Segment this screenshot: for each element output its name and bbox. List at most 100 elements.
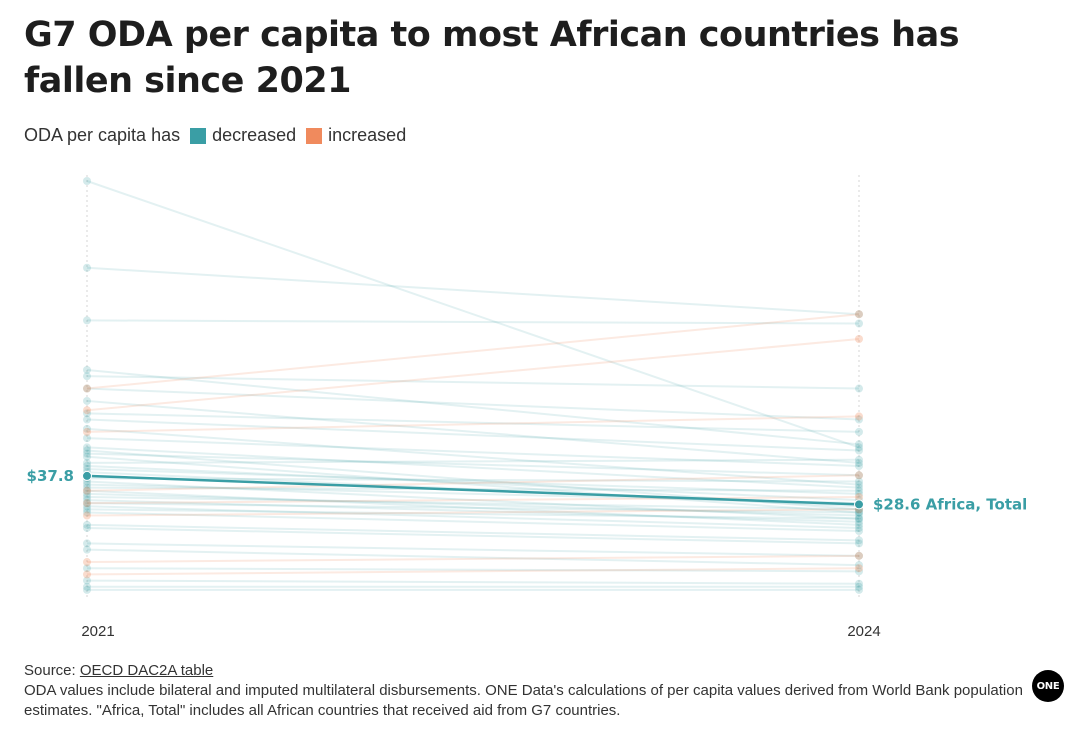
series-line <box>86 319 860 325</box>
series-point-2021 <box>83 483 91 492</box>
series-point-2024 <box>855 483 863 492</box>
series-35 <box>83 564 863 576</box>
series-line <box>86 511 860 533</box>
series-point-2024 <box>855 564 863 573</box>
series-point-2021 <box>83 263 91 272</box>
series-line <box>86 437 860 467</box>
series-28 <box>83 502 863 532</box>
highlight-point-2021 <box>82 470 92 481</box>
series-point-2021 <box>83 520 91 529</box>
series-point-2021 <box>83 486 91 495</box>
series-line <box>86 477 860 483</box>
series-point-2021 <box>83 502 91 511</box>
series-point-2024 <box>855 427 863 436</box>
series-23 <box>83 486 863 529</box>
series-point-2021 <box>83 499 91 508</box>
series-43 <box>83 492 863 508</box>
series-point-2021 <box>83 449 91 458</box>
series-point-2024 <box>855 334 863 343</box>
series-point-2021 <box>83 558 91 567</box>
series-line <box>86 542 860 557</box>
series-point-2021 <box>83 570 91 579</box>
series-point-2021 <box>83 452 91 461</box>
series-point-2021 <box>83 396 91 405</box>
series-line <box>86 492 860 517</box>
series-point-2021 <box>83 505 91 514</box>
series-point-2024 <box>855 520 863 529</box>
series-point-2024 <box>855 561 863 570</box>
slope-chart: 2021 2024 $37.8 $28.6 Africa, Total <box>0 160 1092 650</box>
series-29 <box>83 505 863 523</box>
series-point-2024 <box>855 514 863 523</box>
series-point-2021 <box>83 434 91 443</box>
series-line <box>86 495 860 505</box>
series-point-2024 <box>855 455 863 464</box>
series-line <box>86 554 860 564</box>
series-point-2021 <box>83 499 91 508</box>
series-line <box>86 480 860 520</box>
series-line <box>86 567 860 576</box>
series-point-2024 <box>855 310 863 319</box>
series-34 <box>83 545 863 570</box>
series-11 <box>83 443 863 492</box>
series-point-2024 <box>855 567 863 576</box>
series-point-2024 <box>855 310 863 319</box>
series-41 <box>83 412 863 436</box>
series-point-2024 <box>855 440 863 449</box>
series-line <box>86 567 860 573</box>
series-line <box>86 505 860 529</box>
series-point-2021 <box>83 424 91 433</box>
series-point-2021 <box>83 480 91 489</box>
series-line <box>86 502 860 514</box>
series-8 <box>83 415 863 455</box>
series-37 <box>83 582 863 591</box>
series-point-2021 <box>83 427 91 436</box>
series-36 <box>83 576 863 588</box>
source-link[interactable]: OECD DAC2A table <box>79 662 214 679</box>
series-point-2024 <box>855 492 863 501</box>
series-31 <box>83 520 863 545</box>
series-30 <box>83 508 863 536</box>
series-line <box>86 464 860 502</box>
series-point-2024 <box>855 582 863 591</box>
series-25 <box>83 492 863 514</box>
series-point-2021 <box>83 316 91 325</box>
source-prefix: Source: <box>24 662 80 679</box>
x-tick-2021: 2021 <box>81 623 114 640</box>
series-point-2024 <box>855 511 863 520</box>
series-point-2021 <box>83 585 91 594</box>
legend-item-increased: increased <box>306 125 406 146</box>
series-line <box>86 526 860 545</box>
series-point-2024 <box>855 319 863 328</box>
series-point-2024 <box>855 480 863 489</box>
legend-swatch-increased <box>306 127 323 144</box>
series-point-2024 <box>855 514 863 523</box>
series-line <box>86 508 860 520</box>
series-point-2024 <box>855 412 863 421</box>
series-5 <box>83 384 863 424</box>
series-line <box>86 579 860 585</box>
series-46 <box>83 564 863 579</box>
series-point-2024 <box>855 446 863 455</box>
series-point-2021 <box>83 511 91 520</box>
series-point-2021 <box>83 489 91 498</box>
legend-label-increased: increased <box>328 125 407 145</box>
legend-lead: ODA per capita has <box>24 125 181 145</box>
series-line <box>86 313 860 390</box>
series-39 <box>83 310 863 393</box>
one-logo: ONE <box>1032 670 1064 702</box>
series-line <box>86 523 860 542</box>
series-point-2021 <box>83 409 91 418</box>
series-33 <box>83 539 863 560</box>
series-point-2021 <box>83 177 91 185</box>
series-15 <box>83 455 863 467</box>
legend-swatch-decreased <box>190 127 207 144</box>
series-4 <box>83 372 863 393</box>
series-point-2021 <box>83 365 91 374</box>
series-point-2024 <box>855 477 863 486</box>
series-line <box>86 399 860 464</box>
legend: ODA per capita has decreased increased <box>24 125 416 146</box>
series-point-2024 <box>855 551 863 560</box>
series-point-2021 <box>83 406 91 415</box>
highlight-point-2024 <box>854 499 864 510</box>
